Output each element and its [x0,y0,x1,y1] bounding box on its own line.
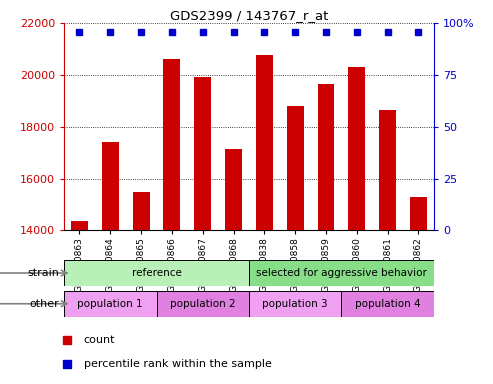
Bar [349,67,365,230]
Bar [71,221,88,230]
Text: reference: reference [132,268,181,278]
Bar [164,60,180,230]
Text: percentile rank within the sample: percentile rank within the sample [84,359,272,369]
Bar [64,291,157,317]
Text: population 1: population 1 [77,299,143,309]
Text: population 2: population 2 [170,299,236,309]
Bar [157,291,249,317]
Text: count: count [84,335,115,345]
Bar [249,291,341,317]
Title: GDS2399 / 143767_r_at: GDS2399 / 143767_r_at [170,9,328,22]
Bar [287,106,304,230]
Bar [102,142,119,230]
Text: selected for aggressive behavior: selected for aggressive behavior [256,268,427,278]
Bar [341,291,434,317]
Text: population 3: population 3 [262,299,328,309]
Text: other: other [30,299,59,309]
Text: strain: strain [27,268,59,278]
Bar [256,55,273,230]
Bar [249,260,434,286]
Bar [64,260,249,286]
Bar [133,192,149,230]
Bar [410,197,427,230]
Bar [317,84,334,230]
Bar [225,149,242,230]
Text: population 4: population 4 [355,299,421,309]
Bar [194,78,211,230]
Bar [379,110,396,230]
